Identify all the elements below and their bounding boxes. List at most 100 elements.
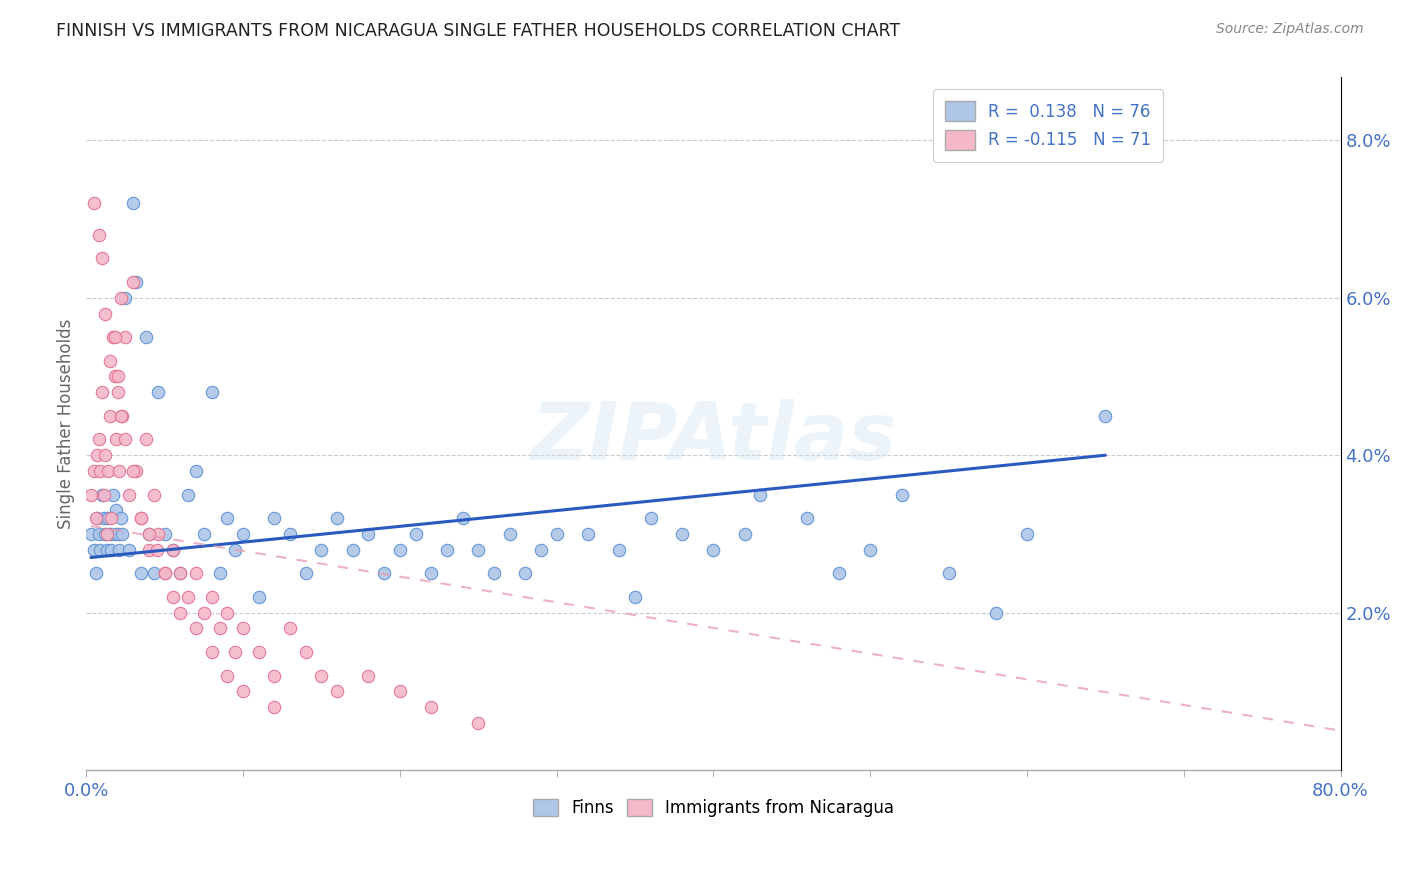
Point: [117, 487, 139, 501]
Point: [388, 542, 411, 557]
Point: [125, 275, 148, 289]
Point: [201, 645, 224, 659]
Point: [467, 542, 489, 557]
Point: [101, 487, 124, 501]
Point: [263, 511, 285, 525]
Point: [129, 566, 152, 581]
Point: [263, 668, 285, 682]
Point: [294, 645, 316, 659]
Point: [217, 668, 239, 682]
Point: [83, 542, 105, 557]
Point: [84, 566, 107, 581]
Point: [89, 542, 111, 557]
Point: [94, 307, 117, 321]
Point: [217, 606, 239, 620]
Point: [177, 590, 200, 604]
Point: [169, 606, 191, 620]
Point: [224, 542, 246, 557]
Point: [83, 464, 105, 478]
Point: [103, 527, 125, 541]
Point: [138, 527, 160, 541]
Point: [671, 527, 693, 541]
Point: [984, 606, 1007, 620]
Point: [342, 542, 364, 557]
Point: [153, 527, 176, 541]
Point: [97, 511, 120, 525]
Point: [193, 527, 215, 541]
Point: [263, 700, 285, 714]
Point: [162, 542, 184, 557]
Point: [107, 527, 129, 541]
Point: [232, 527, 254, 541]
Point: [498, 527, 520, 541]
Point: [546, 527, 568, 541]
Point: [184, 566, 207, 581]
Point: [148, 385, 170, 400]
Point: [201, 590, 224, 604]
Text: ZIPAtlas: ZIPAtlas: [530, 399, 897, 476]
Point: [278, 527, 301, 541]
Point: [184, 464, 207, 478]
Point: [108, 464, 131, 478]
Point: [749, 487, 772, 501]
Point: [103, 369, 125, 384]
Point: [105, 433, 128, 447]
Point: [108, 542, 131, 557]
Point: [129, 511, 152, 525]
Point: [129, 511, 152, 525]
Point: [859, 542, 882, 557]
Point: [162, 542, 184, 557]
Point: [177, 487, 200, 501]
Point: [89, 464, 111, 478]
Point: [232, 621, 254, 635]
Point: [91, 252, 114, 266]
Point: [624, 590, 647, 604]
Point: [357, 527, 380, 541]
Point: [114, 433, 136, 447]
Point: [530, 542, 553, 557]
Point: [93, 511, 115, 525]
Point: [105, 503, 128, 517]
Point: [93, 487, 115, 501]
Point: [110, 511, 132, 525]
Point: [247, 645, 270, 659]
Point: [98, 409, 121, 423]
Point: [86, 511, 108, 525]
Point: [103, 330, 125, 344]
Point: [169, 566, 191, 581]
Point: [938, 566, 960, 581]
Point: [87, 227, 110, 242]
Point: [217, 511, 239, 525]
Text: Source: ZipAtlas.com: Source: ZipAtlas.com: [1216, 22, 1364, 37]
Point: [208, 621, 231, 635]
Point: [640, 511, 662, 525]
Point: [135, 433, 157, 447]
Point: [311, 668, 333, 682]
Point: [97, 464, 120, 478]
Point: [146, 542, 169, 557]
Point: [201, 385, 224, 400]
Point: [80, 487, 103, 501]
Point: [107, 369, 129, 384]
Point: [193, 606, 215, 620]
Point: [357, 668, 380, 682]
Point: [702, 542, 724, 557]
Point: [87, 433, 110, 447]
Point: [114, 330, 136, 344]
Point: [208, 566, 231, 581]
Point: [153, 566, 176, 581]
Point: [114, 291, 136, 305]
Point: [122, 196, 145, 211]
Point: [94, 527, 117, 541]
Point: [467, 715, 489, 730]
Point: [326, 511, 349, 525]
Point: [294, 566, 316, 581]
Point: [107, 385, 129, 400]
Point: [91, 385, 114, 400]
Point: [828, 566, 851, 581]
Point: [436, 542, 458, 557]
Point: [169, 566, 191, 581]
Point: [1015, 527, 1038, 541]
Y-axis label: Single Father Households: Single Father Households: [58, 318, 75, 529]
Point: [232, 684, 254, 698]
